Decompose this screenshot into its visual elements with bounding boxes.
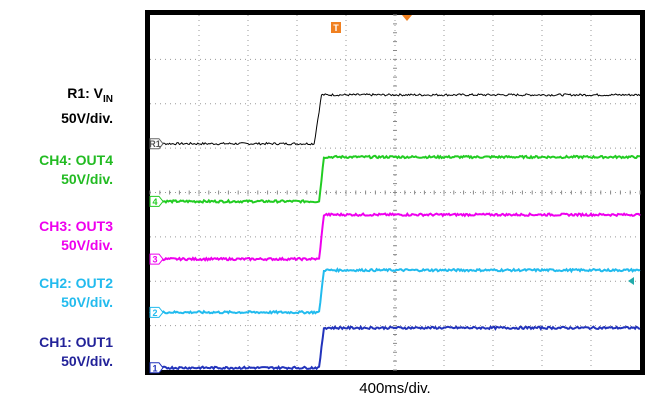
trigger-marker: T bbox=[331, 22, 341, 33]
trace-ch2-out2 bbox=[149, 267, 641, 315]
channel-marker-label: 2 bbox=[152, 308, 157, 318]
channel-scale: 50V/div. bbox=[61, 109, 113, 126]
waveform-traces bbox=[149, 93, 641, 371]
channel-name: CH2: OUT2 bbox=[39, 275, 113, 291]
channel-label-ch3: CH3: OUT3 50V/div. bbox=[39, 217, 113, 255]
channel-name-subscript: IN bbox=[103, 93, 113, 105]
channel-name: CH3: OUT3 bbox=[39, 218, 113, 234]
channel-marker-label: 1 bbox=[152, 363, 157, 373]
channel-marker-shape bbox=[149, 253, 164, 265]
channel-marker-shape bbox=[149, 362, 164, 374]
trace-r1-vin bbox=[149, 93, 641, 146]
channel-label-ch1: CH1: OUT1 50V/div. bbox=[39, 333, 113, 371]
trigger-position-icon bbox=[402, 15, 412, 21]
channel-marker-r1: R1 bbox=[149, 138, 164, 150]
channel-marker-label: 4 bbox=[152, 197, 157, 207]
channel-marker-ch1: 1 bbox=[149, 362, 164, 374]
channel-marker-shape bbox=[149, 138, 164, 150]
channel-scale: 50V/div. bbox=[61, 171, 113, 187]
channel-scale: 50V/div. bbox=[61, 237, 113, 253]
channel-label-ch2: CH2: OUT2 50V/div. bbox=[39, 274, 113, 312]
channel-marker-ch3: 3 bbox=[149, 253, 164, 265]
channel-name: CH4: OUT4 bbox=[39, 152, 113, 168]
trace-ch1-out1 bbox=[149, 324, 641, 371]
trigger-level-icon bbox=[628, 277, 634, 285]
trigger-marker-box bbox=[331, 22, 341, 33]
channel-name: CH1: OUT1 bbox=[39, 334, 113, 350]
trigger-marker-label: T bbox=[333, 23, 339, 33]
channel-label-r1: R1: VIN 50V/div. bbox=[61, 84, 113, 128]
channel-markers: R1 4 3 2 1 bbox=[149, 138, 164, 374]
channel-marker-shape bbox=[149, 195, 164, 207]
channel-label-ch4: CH4: OUT4 50V/div. bbox=[39, 151, 113, 189]
channel-scale: 50V/div. bbox=[61, 353, 113, 369]
channel-marker-shape bbox=[149, 306, 164, 318]
channel-marker-ch4: 4 bbox=[149, 195, 164, 207]
channel-name: R1: V bbox=[67, 85, 103, 101]
channel-marker-label: 3 bbox=[152, 255, 157, 265]
trace-ch3-out3 bbox=[149, 212, 641, 262]
channel-marker-label: R1 bbox=[149, 139, 161, 149]
channel-scale: 50V/div. bbox=[61, 294, 113, 310]
trace-ch4-out4 bbox=[149, 154, 641, 204]
channel-marker-ch2: 2 bbox=[149, 306, 164, 318]
timebase-label: 400ms/div. bbox=[359, 380, 431, 397]
